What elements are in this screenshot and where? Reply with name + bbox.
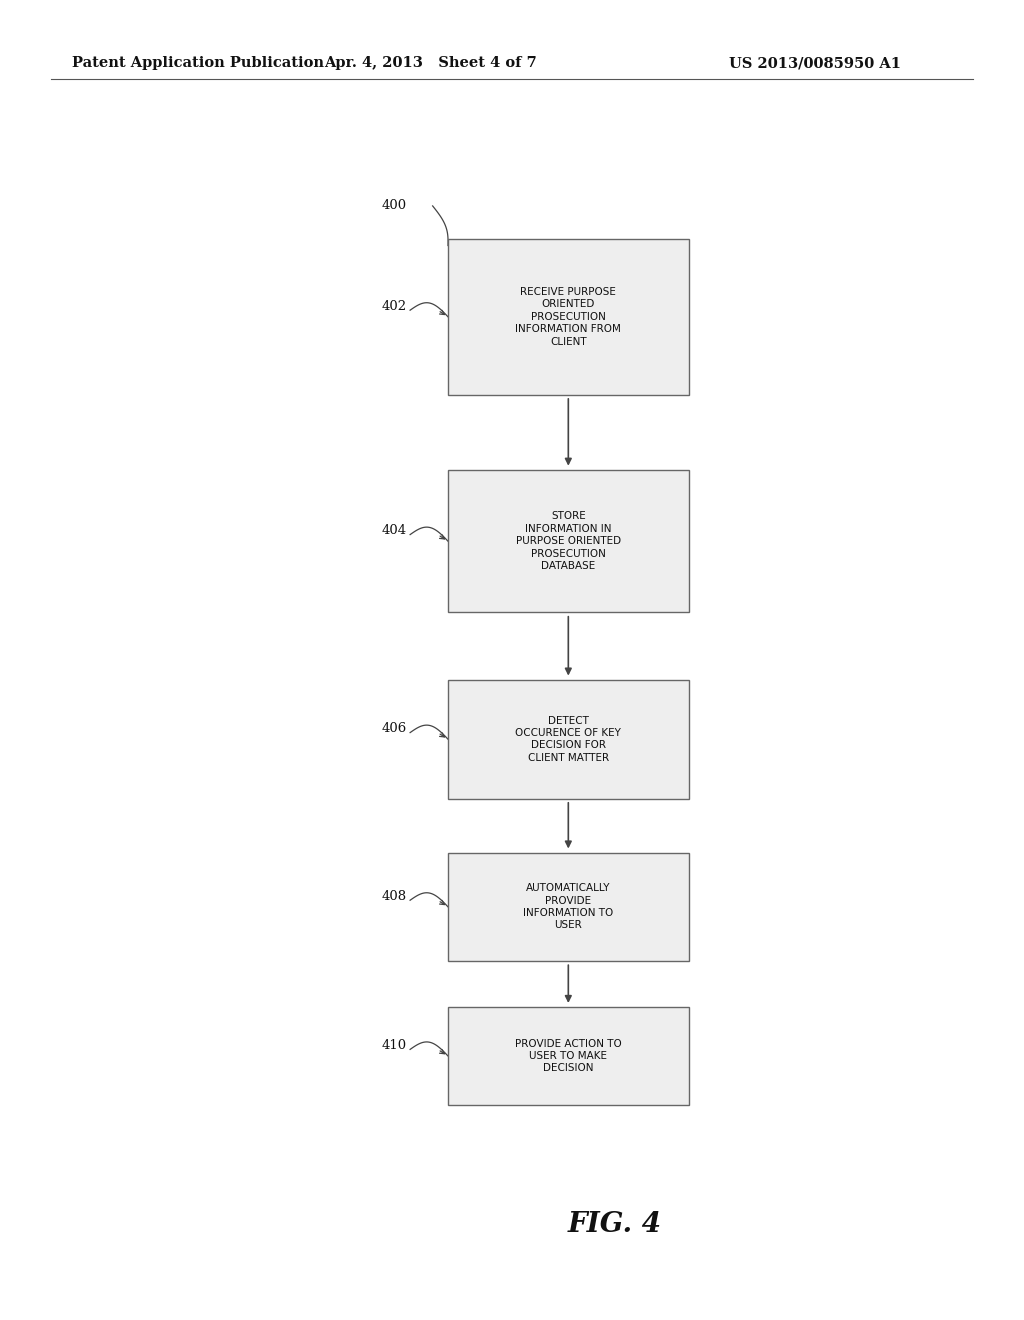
Text: 404: 404 [382, 524, 407, 537]
Text: 410: 410 [382, 1039, 407, 1052]
Text: 406: 406 [382, 722, 407, 735]
Text: AUTOMATICALLY
PROVIDE
INFORMATION TO
USER: AUTOMATICALLY PROVIDE INFORMATION TO USE… [523, 883, 613, 931]
Text: 402: 402 [382, 300, 407, 313]
Text: Apr. 4, 2013   Sheet 4 of 7: Apr. 4, 2013 Sheet 4 of 7 [324, 57, 537, 70]
Bar [449, 680, 689, 799]
Text: 400: 400 [382, 199, 407, 213]
Text: FIG. 4: FIG. 4 [567, 1212, 662, 1238]
Text: DETECT
OCCURENCE OF KEY
DECISION FOR
CLIENT MATTER: DETECT OCCURENCE OF KEY DECISION FOR CLI… [515, 715, 622, 763]
Text: US 2013/0085950 A1: US 2013/0085950 A1 [729, 57, 901, 70]
Text: STORE
INFORMATION IN
PURPOSE ORIENTED
PROSECUTION
DATABASE: STORE INFORMATION IN PURPOSE ORIENTED PR… [516, 511, 621, 572]
Bar [449, 1007, 689, 1105]
Bar [449, 239, 689, 395]
Bar [449, 470, 689, 612]
Text: PROVIDE ACTION TO
USER TO MAKE
DECISION: PROVIDE ACTION TO USER TO MAKE DECISION [515, 1039, 622, 1073]
Text: RECEIVE PURPOSE
ORIENTED
PROSECUTION
INFORMATION FROM
CLIENT: RECEIVE PURPOSE ORIENTED PROSECUTION INF… [515, 286, 622, 347]
Bar [449, 853, 689, 961]
Text: 408: 408 [382, 890, 407, 903]
Text: Patent Application Publication: Patent Application Publication [72, 57, 324, 70]
